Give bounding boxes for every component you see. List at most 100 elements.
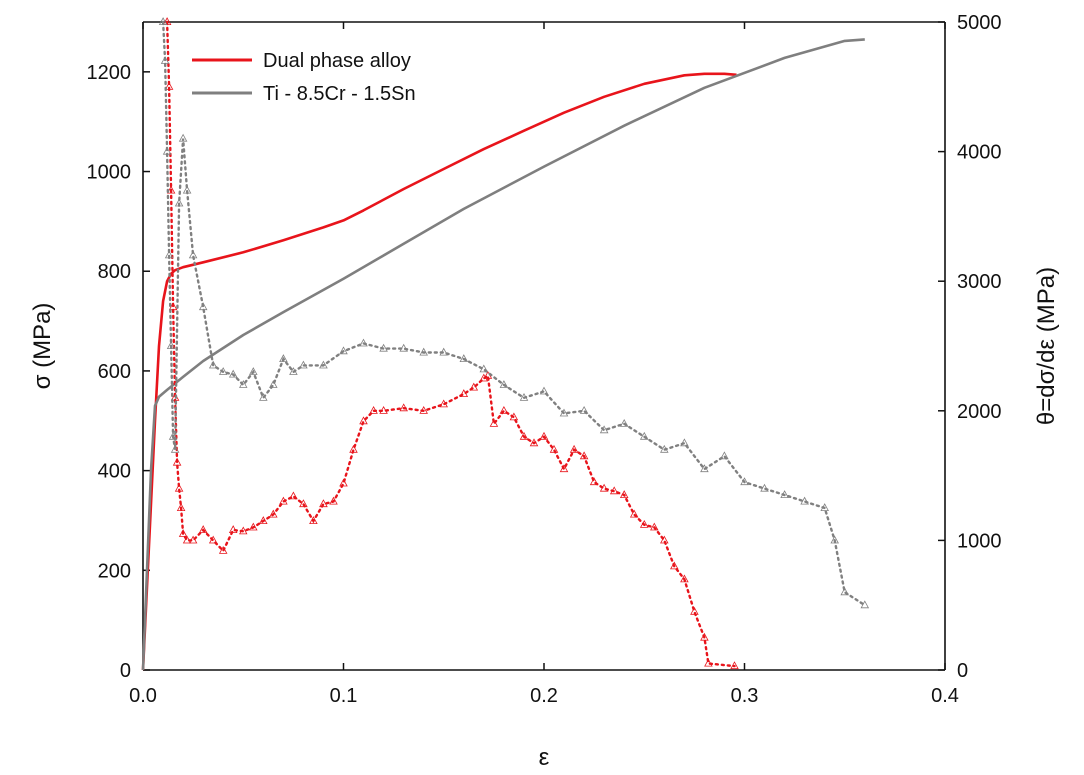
data-point-series-2 bbox=[419, 405, 428, 414]
data-point-series-2 bbox=[269, 509, 278, 518]
data-point-series-3 bbox=[499, 380, 509, 388]
data-point-series-2 bbox=[174, 483, 184, 492]
data-point-series-2 bbox=[188, 535, 198, 544]
data-point-series-3 bbox=[239, 380, 248, 388]
data-point-series-2 bbox=[299, 499, 308, 508]
data-point-series-2 bbox=[569, 444, 579, 453]
axes bbox=[142, 21, 946, 671]
data-point-series-2 bbox=[559, 464, 569, 473]
y-axis-left-title: σ (MPa) bbox=[29, 303, 56, 390]
data-point-series-2 bbox=[164, 81, 174, 90]
data-point-series-3 bbox=[228, 369, 238, 378]
data-point-series-3 bbox=[249, 367, 258, 375]
y-right-tick-label: 3000 bbox=[957, 271, 1002, 293]
plot-area bbox=[141, 17, 870, 671]
data-point-series-3 bbox=[479, 364, 489, 373]
data-point-series-2 bbox=[639, 519, 649, 528]
data-point-series-3 bbox=[820, 503, 829, 512]
data-point-series-2 bbox=[369, 405, 378, 414]
data-point-series-3 bbox=[740, 477, 749, 486]
data-point-series-3 bbox=[319, 360, 328, 369]
data-point-series-2 bbox=[539, 431, 549, 440]
data-point-series-2 bbox=[208, 535, 218, 544]
data-point-series-3 bbox=[198, 302, 208, 311]
series-line-ti-8-5cr-1-5sn bbox=[141, 38, 865, 671]
data-point-series-3 bbox=[158, 17, 168, 26]
data-point-series-3 bbox=[619, 418, 629, 427]
data-point-series-2 bbox=[609, 486, 619, 495]
series-line-series-3 bbox=[161, 20, 866, 607]
data-point-series-2 bbox=[329, 496, 338, 505]
data-point-series-3 bbox=[700, 464, 709, 473]
data-point-series-2 bbox=[650, 522, 659, 531]
data-point-series-3 bbox=[539, 386, 549, 395]
data-point-series-3 bbox=[259, 392, 268, 401]
data-point-series-2 bbox=[339, 478, 348, 487]
ticks: 0.0 0.1 0.2 0.3 0.4 0 200 400 600 800 1000 1200 0 100… bbox=[87, 12, 1002, 707]
data-point-series-2 bbox=[172, 457, 182, 466]
x-tick-label: 0.1 bbox=[330, 685, 358, 707]
x-tick-label: 0.2 bbox=[530, 685, 558, 707]
data-point-series-3 bbox=[720, 451, 729, 460]
data-point-series-3 bbox=[519, 392, 529, 401]
data-point-series-2 bbox=[166, 185, 176, 194]
legend: Dual phase alloy Ti - 8.5Cr - 1.5Sn bbox=[192, 50, 416, 105]
data-point-series-3 bbox=[830, 535, 839, 544]
data-point-series-2 bbox=[660, 535, 669, 544]
x-axis-title: ε bbox=[539, 744, 550, 771]
data-point-series-3 bbox=[359, 338, 368, 347]
series-line-series-2 bbox=[165, 20, 736, 668]
data-point-series-2 bbox=[509, 412, 519, 421]
data-point-series-3 bbox=[279, 354, 288, 363]
data-point-series-3 bbox=[419, 347, 428, 356]
data-point-series-2 bbox=[700, 632, 709, 641]
data-point-series-2 bbox=[279, 496, 288, 505]
data-point-series-3 bbox=[164, 250, 174, 259]
y-right-tick-label: 0 bbox=[957, 660, 968, 682]
data-point-series-3 bbox=[178, 133, 188, 142]
legend-label-ti-alloy: Ti - 8.5Cr - 1.5Sn bbox=[263, 83, 416, 105]
data-point-series-3 bbox=[166, 341, 176, 350]
data-point-series-3 bbox=[559, 408, 569, 417]
data-point-series-3 bbox=[579, 405, 589, 414]
legend-label-dual-phase-alloy: Dual phase alloy bbox=[263, 50, 411, 72]
data-point-series-2 bbox=[309, 516, 318, 524]
data-point-series-3 bbox=[800, 496, 809, 505]
data-point-series-2 bbox=[489, 418, 499, 427]
data-point-series-2 bbox=[178, 529, 188, 537]
data-point-series-2 bbox=[690, 606, 699, 615]
data-point-series-3 bbox=[399, 343, 408, 352]
data-point-series-2 bbox=[198, 525, 208, 533]
data-point-series-3 bbox=[174, 198, 184, 207]
data-point-series-2 bbox=[379, 405, 388, 414]
data-point-series-2 bbox=[680, 574, 689, 583]
data-point-series-2 bbox=[629, 509, 639, 518]
data-point-series-3 bbox=[459, 354, 469, 363]
data-point-series-2 bbox=[619, 490, 629, 499]
data-point-series-3 bbox=[168, 431, 178, 440]
data-point-series-2 bbox=[319, 499, 328, 508]
data-point-series-2 bbox=[469, 382, 479, 391]
data-point-series-2 bbox=[259, 516, 268, 524]
data-point-series-3 bbox=[160, 56, 170, 64]
x-tick-label: 0.0 bbox=[129, 685, 157, 707]
data-point-series-2 bbox=[499, 405, 509, 414]
data-point-series-3 bbox=[269, 380, 278, 388]
data-point-series-2 bbox=[182, 535, 192, 544]
data-point-series-3 bbox=[840, 587, 849, 596]
data-point-series-2 bbox=[479, 373, 489, 382]
data-point-series-3 bbox=[379, 343, 388, 352]
data-point-series-3 bbox=[639, 431, 649, 440]
data-point-series-2 bbox=[359, 416, 368, 425]
data-point-series-3 bbox=[780, 490, 789, 499]
data-point-series-2 bbox=[289, 491, 298, 500]
y-right-tick-label: 4000 bbox=[957, 142, 1002, 164]
y-left-tick-label: 800 bbox=[98, 261, 131, 283]
y-left-tick-label: 1200 bbox=[87, 62, 132, 84]
data-point-series-3 bbox=[170, 444, 180, 453]
y-right-tick-label: 2000 bbox=[957, 401, 1002, 423]
data-point-series-2 bbox=[670, 561, 679, 570]
data-point-series-2 bbox=[529, 438, 539, 447]
data-point-series-2 bbox=[439, 399, 448, 408]
